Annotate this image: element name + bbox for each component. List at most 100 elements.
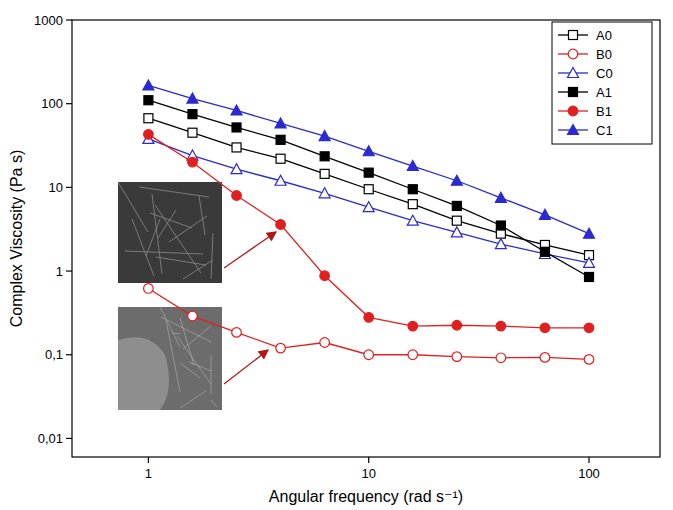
point (188, 157, 198, 167)
point (540, 247, 549, 256)
legend-label: B1 (596, 104, 612, 119)
inset-texture (211, 355, 212, 394)
inset-texture (180, 391, 206, 408)
series (144, 284, 594, 365)
inset-texture (146, 219, 160, 256)
plot-area (143, 80, 595, 364)
legend-label: B0 (596, 47, 612, 62)
legend-marker (568, 106, 578, 116)
point (320, 338, 330, 348)
point (231, 164, 242, 174)
y-tick-label: 0,01 (38, 431, 63, 446)
point (584, 257, 595, 267)
legend-box (552, 22, 652, 144)
point (144, 114, 153, 123)
point (451, 175, 462, 185)
inset-image (118, 307, 222, 410)
legend-marker (569, 31, 578, 40)
arrow (224, 232, 276, 268)
legend-label: C1 (596, 123, 613, 138)
legend-label: A0 (596, 28, 612, 43)
point (144, 96, 153, 105)
point (407, 215, 418, 225)
inset-texture (132, 219, 154, 276)
point (584, 323, 594, 333)
series-line (148, 118, 589, 255)
inset-texture (172, 333, 180, 334)
y-axis-title: Complex Viscosity (Pa s) (8, 150, 25, 328)
y-tick-label: 1 (56, 264, 63, 279)
inset-texture (139, 187, 209, 197)
point (232, 143, 241, 152)
point (452, 201, 461, 210)
x-tick-label: 1 (145, 466, 152, 481)
y-tick (66, 438, 72, 439)
inset-image (118, 182, 222, 283)
inset-texture (183, 260, 213, 279)
point (364, 313, 374, 323)
point (495, 192, 506, 202)
series (144, 130, 594, 333)
point (320, 271, 330, 281)
inset-texture (158, 210, 176, 238)
inset-image (118, 182, 222, 283)
point (584, 355, 594, 365)
point (364, 168, 373, 177)
point (452, 352, 462, 362)
point (408, 185, 417, 194)
point (363, 202, 374, 212)
legend: A0 B0 C0 A1 B1 C1 (552, 22, 652, 144)
inset-texture (118, 337, 169, 410)
series (144, 114, 594, 260)
point (495, 239, 506, 249)
point (496, 221, 505, 230)
inset-texture (183, 326, 211, 349)
point (276, 343, 286, 353)
point (188, 128, 197, 137)
legend-label: A1 (596, 85, 612, 100)
point (276, 154, 285, 163)
inset-texture (211, 400, 217, 407)
series-line (148, 288, 589, 359)
point (451, 227, 462, 237)
point (363, 146, 374, 156)
point (232, 328, 242, 338)
point (143, 80, 154, 90)
legend-marker (568, 49, 578, 59)
point (408, 350, 418, 360)
inset-image (118, 307, 222, 410)
point (188, 311, 198, 321)
point (364, 350, 374, 360)
chart: 0,010,11101001000110100Angular frequency… (0, 0, 673, 510)
point (276, 135, 285, 144)
point (319, 188, 330, 198)
point (408, 321, 418, 331)
point (187, 93, 198, 103)
series (143, 80, 595, 238)
point (585, 272, 594, 281)
point (144, 130, 154, 140)
arrow (224, 350, 268, 384)
inset-texture (166, 320, 180, 392)
y-tick (66, 19, 72, 20)
legend-label: C0 (596, 66, 613, 81)
x-tick (588, 457, 589, 463)
inset-texture (169, 216, 207, 242)
legend-marker (569, 88, 578, 97)
inset-texture (177, 336, 211, 384)
x-tick-label: 100 (578, 466, 600, 481)
y-tick (66, 187, 72, 188)
legend-marker (568, 125, 579, 135)
y-tick-label: 100 (41, 96, 63, 111)
inset-texture (118, 182, 148, 232)
point (584, 228, 595, 238)
point (231, 105, 242, 115)
series (143, 133, 595, 267)
point (276, 220, 286, 230)
point (364, 185, 373, 194)
inset-texture (211, 233, 213, 279)
point (540, 323, 550, 333)
series-line (148, 139, 589, 263)
inset-texture (199, 196, 205, 235)
point (144, 284, 154, 294)
